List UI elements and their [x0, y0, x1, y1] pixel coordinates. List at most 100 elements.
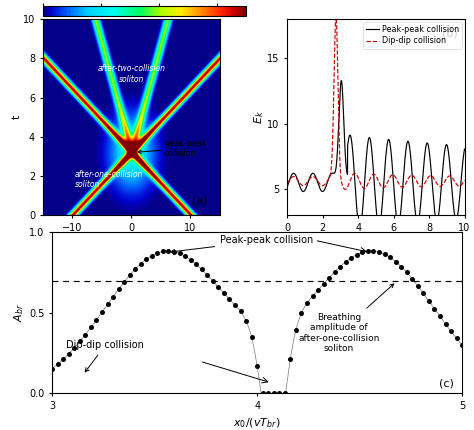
Point	[148, 252, 155, 259]
Point	[287, 356, 294, 362]
X-axis label: t: t	[374, 238, 378, 248]
Text: after-two-collision
soliton: after-two-collision soliton	[97, 64, 165, 84]
Point	[325, 274, 333, 281]
Point	[143, 256, 150, 263]
Point	[409, 276, 416, 283]
Point	[253, 362, 261, 369]
Dip-dip collision	[284, 181, 290, 186]
Line: Dip-dip collision: Dip-dip collision	[287, 17, 465, 189]
Point	[281, 390, 289, 397]
Point	[414, 283, 421, 289]
Peak-peak collision	[284, 184, 290, 189]
Dip-dip collision	[424, 177, 430, 182]
Point	[159, 248, 167, 255]
Point	[209, 278, 217, 285]
Text: Dip-dip collision: Dip-dip collision	[66, 340, 145, 372]
Point	[447, 328, 455, 335]
Text: Breathing
amplitude of
after-one-collision
soliton: Breathing amplitude of after-one-collisi…	[299, 284, 394, 353]
X-axis label: $x_0/(vT_{br})$: $x_0/(vT_{br})$	[233, 417, 281, 430]
Point	[331, 268, 338, 275]
Dip-dip collision	[293, 175, 299, 181]
Dip-dip collision	[333, 14, 339, 19]
Point	[137, 260, 145, 267]
Point	[386, 254, 394, 261]
Point	[187, 256, 194, 263]
Point	[98, 309, 106, 316]
Point	[104, 301, 111, 308]
Point	[231, 301, 239, 308]
Point	[198, 266, 206, 273]
Point	[453, 335, 460, 342]
Dip-dip collision	[366, 179, 372, 184]
Point	[203, 272, 211, 279]
Point	[270, 390, 278, 397]
Point	[381, 251, 388, 258]
Point	[375, 249, 383, 255]
Point	[259, 390, 266, 397]
Point	[131, 266, 139, 273]
Point	[458, 341, 466, 348]
Point	[237, 308, 244, 315]
Point	[403, 269, 410, 276]
X-axis label: x: x	[128, 238, 135, 248]
Point	[76, 338, 83, 345]
Point	[109, 293, 117, 300]
Y-axis label: $E_k$: $E_k$	[252, 110, 266, 124]
Point	[182, 253, 189, 260]
Legend: Peak-peak collision, Dip-dip collision: Peak-peak collision, Dip-dip collision	[363, 22, 462, 49]
Point	[115, 286, 122, 293]
Peak-peak collision	[457, 196, 463, 201]
Point	[431, 305, 438, 312]
Point	[248, 334, 255, 341]
Point	[54, 361, 62, 368]
Text: (c): (c)	[439, 378, 454, 389]
Point	[353, 251, 361, 258]
Peak-peak collision	[424, 141, 430, 146]
Text: after-one-collision
soliton: after-one-collision soliton	[75, 170, 144, 190]
Point	[220, 290, 228, 297]
Point	[298, 310, 305, 316]
Point	[164, 248, 172, 255]
Point	[370, 248, 377, 255]
Peak-peak collision	[293, 174, 299, 179]
Peak-peak collision	[357, 226, 363, 231]
Point	[242, 317, 250, 324]
Point	[176, 250, 183, 257]
Text: Peak-peak collision: Peak-peak collision	[171, 235, 313, 253]
Dip-dip collision	[371, 172, 376, 177]
Peak-peak collision	[338, 78, 344, 83]
Point	[154, 249, 161, 256]
Point	[59, 356, 67, 362]
Point	[226, 296, 233, 303]
Point	[93, 316, 100, 323]
Dip-dip collision	[462, 178, 467, 183]
Point	[87, 324, 95, 331]
Point	[126, 272, 134, 279]
Peak-peak collision	[371, 172, 376, 177]
Point	[170, 248, 178, 255]
Point	[192, 261, 200, 268]
Point	[82, 331, 89, 338]
Peak-peak collision	[456, 197, 462, 202]
Point	[436, 313, 444, 320]
Text: (b): (b)	[442, 28, 457, 38]
Point	[392, 258, 400, 265]
Point	[309, 293, 316, 300]
Point	[264, 390, 272, 397]
Dip-dip collision	[457, 184, 463, 189]
Point	[320, 280, 328, 287]
Point	[442, 321, 449, 328]
Point	[314, 286, 322, 293]
Dip-dip collision	[456, 184, 462, 189]
Point	[397, 263, 405, 270]
Point	[275, 390, 283, 397]
Point	[347, 254, 355, 261]
Point	[425, 298, 433, 304]
Text: peak-peak
collision: peak-peak collision	[138, 139, 206, 158]
Line: Peak-peak collision: Peak-peak collision	[287, 80, 465, 228]
Point	[342, 258, 350, 265]
Point	[292, 327, 300, 334]
Point	[48, 365, 56, 372]
Point	[120, 279, 128, 286]
Point	[71, 344, 78, 351]
